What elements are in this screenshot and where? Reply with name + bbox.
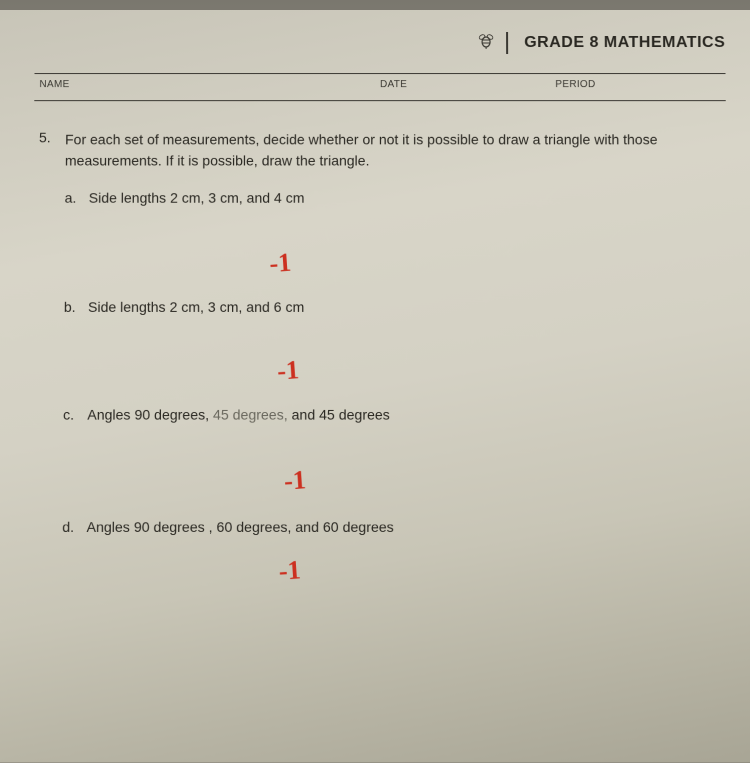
grade-mark: -1 [278,555,302,587]
answer-space-b: -1 [37,327,723,406]
part-text: Angles 90 degrees , 60 degrees, and 60 d… [87,519,394,535]
info-fields-bar: NAME DATE PERIOD [34,73,725,101]
answer-space-c: -1 [36,435,724,519]
answer-space-a: -1 [38,218,723,299]
part-text-post: and 45 degrees [288,406,390,422]
grade-mark: -1 [276,355,300,387]
part-text-faded: 45 degrees, [213,406,288,422]
part-letter: d. [62,519,86,535]
part-d: d. Angles 90 degrees , 60 degrees, and 6… [62,519,724,535]
part-a: a. Side lengths 2 cm, 3 cm, and 4 cm [65,190,722,206]
part-text: Side lengths 2 cm, 3 cm, and 6 cm [88,299,304,315]
page-header: GRADE 8 MATHEMATICS [30,30,736,55]
question-text: For each set of measurements, decide whe… [65,129,721,171]
name-label: NAME [39,79,69,90]
part-letter: c. [63,406,87,422]
bee-icon [476,30,496,55]
part-letter: b. [64,299,88,315]
question-5: 5. For each set of measurements, decide … [25,129,740,598]
question-number: 5. [39,129,65,145]
period-label: PERIOD [555,79,595,90]
part-b: b. Side lengths 2 cm, 3 cm, and 6 cm [64,299,723,315]
grade-mark: -1 [283,465,307,497]
question-prompt-row: 5. For each set of measurements, decide … [39,129,722,171]
part-text: Angles 90 degrees, 45 degrees, and 45 de… [87,406,390,422]
part-letter: a. [65,190,89,206]
part-c: c. Angles 90 degrees, 45 degrees, and 45… [63,406,723,422]
answer-space-d: -1 [35,547,724,598]
header-divider [506,31,508,53]
part-text: Side lengths 2 cm, 3 cm, and 4 cm [89,190,305,206]
part-text-pre: Angles 90 degrees, [87,406,213,422]
grade-mark: -1 [268,247,292,279]
page-title: GRADE 8 MATHEMATICS [524,33,725,51]
worksheet-paper: GRADE 8 MATHEMATICS NAME DATE PERIOD 5. … [0,10,750,763]
date-label: DATE [380,79,407,90]
